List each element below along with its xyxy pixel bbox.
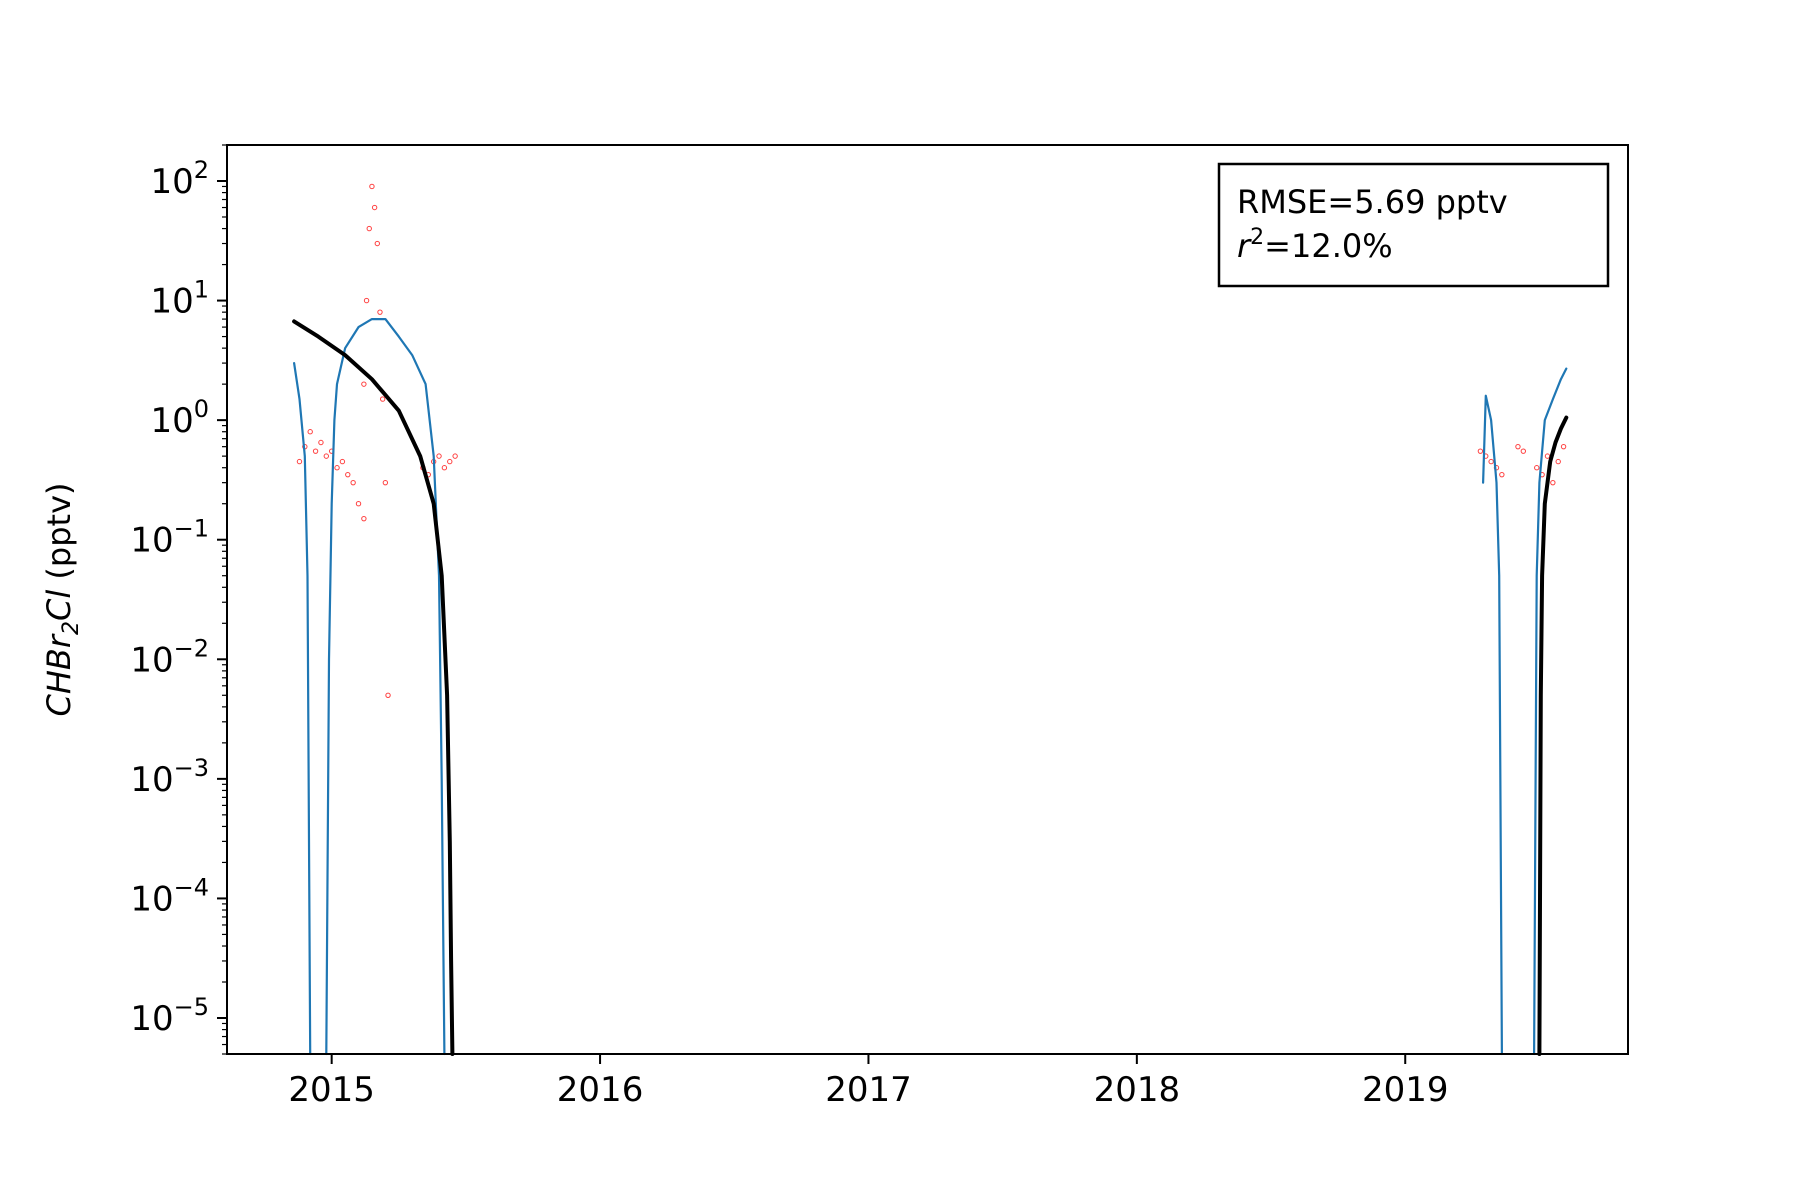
- observation-point: [452, 453, 458, 459]
- x-tick-label: 2018: [1094, 1070, 1181, 1110]
- observation-point: [307, 429, 313, 435]
- observation-point: [1520, 448, 1527, 454]
- observation-point: [345, 471, 351, 478]
- observation-point: [361, 515, 367, 522]
- y-label-subscript: 2: [59, 621, 84, 635]
- observation-point: [366, 225, 372, 232]
- observation-point: [382, 479, 389, 486]
- observation-point: [350, 479, 356, 486]
- observation-point: [1488, 458, 1494, 465]
- axes-frame: [226, 144, 1629, 1055]
- y-axis-label: CHBr2Cl (pptv): [40, 483, 84, 717]
- y-label-prefix: CHBr: [40, 633, 78, 716]
- observation-point: [1550, 479, 1556, 486]
- observation-point: [1499, 471, 1505, 478]
- x-tick-label: 2017: [825, 1070, 912, 1110]
- r2-value: =12.0%: [1264, 227, 1392, 265]
- observation-point: [339, 458, 346, 465]
- x-tick-label: 2015: [288, 1070, 375, 1110]
- observation-point: [334, 465, 340, 471]
- model-series: [293, 318, 1568, 1056]
- fit-curve: [1537, 415, 1569, 1056]
- x-axis: 2015 2016 2017 2018 2019: [288, 1054, 1449, 1110]
- observation-point: [441, 465, 448, 471]
- stats-annotation: RMSE=5.69 pptv r2=12.0%: [1217, 162, 1610, 288]
- y-tick-label: 100: [150, 395, 209, 441]
- observation-point: [361, 381, 367, 387]
- observations-series: [296, 183, 1567, 698]
- observation-point: [1477, 448, 1484, 454]
- r2-symbol: r: [1237, 227, 1252, 265]
- observation-point: [318, 439, 324, 446]
- observation-point: [1515, 443, 1521, 450]
- observation-point: [1555, 458, 1561, 465]
- x-tick-label: 2019: [1362, 1070, 1449, 1110]
- fit-curve: [292, 319, 455, 1056]
- observation-point: [1534, 465, 1540, 471]
- observation-point: [377, 309, 383, 315]
- y-tick-label: 10−3: [130, 754, 209, 800]
- observation-point: [296, 458, 303, 465]
- model-curve: [1532, 367, 1568, 1056]
- observation-point: [363, 297, 370, 304]
- y-label-suffix: Cl: [40, 590, 78, 621]
- y-tick-label: 10−1: [130, 515, 209, 561]
- x-tick-label: 2016: [557, 1070, 644, 1110]
- observation-point: [385, 692, 391, 698]
- stats-box: [1217, 162, 1610, 288]
- observation-point: [369, 183, 375, 190]
- observation-point: [323, 453, 330, 459]
- y-tick-label: 10−2: [130, 634, 209, 680]
- observation-point: [355, 501, 362, 507]
- observation-point: [374, 240, 380, 247]
- fit-series: [292, 319, 1569, 1056]
- rmse-text: RMSE=5.69 pptv: [1237, 183, 1508, 221]
- observation-point: [447, 458, 453, 465]
- observation-point: [379, 396, 386, 402]
- model-curve: [1481, 394, 1504, 1056]
- y-label-unit: (pptv): [40, 483, 78, 590]
- observation-point: [436, 453, 442, 459]
- observation-point: [1560, 443, 1567, 450]
- y-tick-label: 101: [150, 276, 209, 322]
- y-tick-label: 10−4: [130, 873, 209, 919]
- plot-area: [292, 183, 1569, 1056]
- y-tick-label: 10−5: [130, 993, 209, 1039]
- model-curve: [293, 362, 312, 1056]
- observation-point: [371, 204, 378, 211]
- observation-point: [312, 448, 319, 454]
- r2-superscript: 2: [1250, 225, 1264, 250]
- y-tick-label: 102: [150, 156, 209, 202]
- r2-text: r2=12.0%: [1237, 225, 1393, 265]
- y-axis: 102 101 100 10−1 10−2 10−3 10−4 10−5: [130, 144, 227, 1055]
